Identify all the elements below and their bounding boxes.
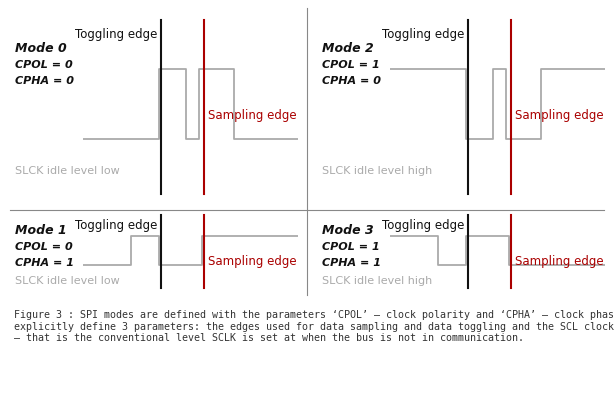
Text: Figure 3 : SPI modes are defined with the parameters ‘CPOL’ – clock polarity and: Figure 3 : SPI modes are defined with th…: [14, 310, 614, 343]
Text: SLCK idle level low: SLCK idle level low: [15, 276, 120, 286]
Text: CPOL = 0: CPOL = 0: [15, 60, 73, 70]
Text: CPHA = 1: CPHA = 1: [15, 258, 74, 268]
Text: CPOL = 1: CPOL = 1: [322, 60, 380, 70]
Text: Mode 2: Mode 2: [322, 42, 374, 55]
Text: Mode 1: Mode 1: [15, 225, 67, 238]
Text: Sampling edge: Sampling edge: [515, 109, 604, 122]
Text: SLCK idle level high: SLCK idle level high: [322, 276, 433, 286]
Text: CPHA = 0: CPHA = 0: [322, 77, 381, 87]
Text: Toggling edge: Toggling edge: [382, 28, 464, 41]
Text: CPOL = 1: CPOL = 1: [322, 243, 380, 253]
Text: Toggling edge: Toggling edge: [382, 218, 464, 231]
Text: Sampling edge: Sampling edge: [208, 109, 297, 122]
Text: Toggling edge: Toggling edge: [75, 28, 157, 41]
Text: CPHA = 1: CPHA = 1: [322, 258, 381, 268]
Text: SLCK idle level high: SLCK idle level high: [322, 166, 433, 176]
Text: Mode 3: Mode 3: [322, 225, 374, 238]
Text: Toggling edge: Toggling edge: [75, 218, 157, 231]
Text: SLCK idle level low: SLCK idle level low: [15, 166, 120, 176]
Text: CPOL = 0: CPOL = 0: [15, 243, 73, 253]
Text: Mode 0: Mode 0: [15, 42, 67, 55]
Text: Sampling edge: Sampling edge: [515, 255, 604, 268]
Text: Sampling edge: Sampling edge: [208, 255, 297, 268]
Text: CPHA = 0: CPHA = 0: [15, 77, 74, 87]
